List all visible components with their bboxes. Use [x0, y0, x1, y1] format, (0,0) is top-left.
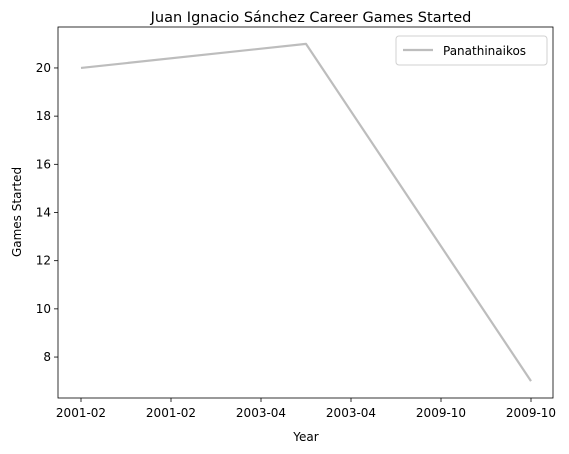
legend: Panathinaikos [395, 35, 548, 66]
legend-label: Panathinaikos [443, 44, 526, 58]
plot-area [57, 26, 554, 399]
x-tick-label: 2009-10 [416, 406, 466, 420]
x-tick-label: 2001-02 [56, 406, 106, 420]
x-axis: 2001-02 2001-02 2003-04 2003-04 2009-10 2009-… [56, 398, 556, 420]
x-axis-label: Year [292, 430, 318, 444]
y-tick-label: 16 [36, 157, 51, 171]
y-tick-label: 12 [36, 254, 51, 268]
legend-box [395, 35, 548, 66]
x-tick-label: 2001-02 [146, 406, 196, 420]
chart-title: Juan Ignacio Sánchez Career Games Starte… [150, 10, 472, 26]
y-tick-label: 14 [36, 206, 51, 220]
y-tick-label: 18 [36, 109, 51, 123]
y-tick-label: 20 [36, 61, 51, 75]
series-layer [80, 42, 532, 382]
x-tick-label: 2009-10 [506, 406, 556, 420]
y-tick-label: 8 [43, 350, 51, 364]
x-tick-label: 2003-04 [326, 406, 376, 420]
y-axis: 8 10 12 14 16 18 20 [36, 61, 58, 364]
y-tick-label: 10 [36, 302, 51, 316]
y-axis-label: Games Started [10, 167, 24, 257]
x-tick-label: 2003-04 [236, 406, 286, 420]
series-line-panathinaikos [80, 42, 532, 382]
